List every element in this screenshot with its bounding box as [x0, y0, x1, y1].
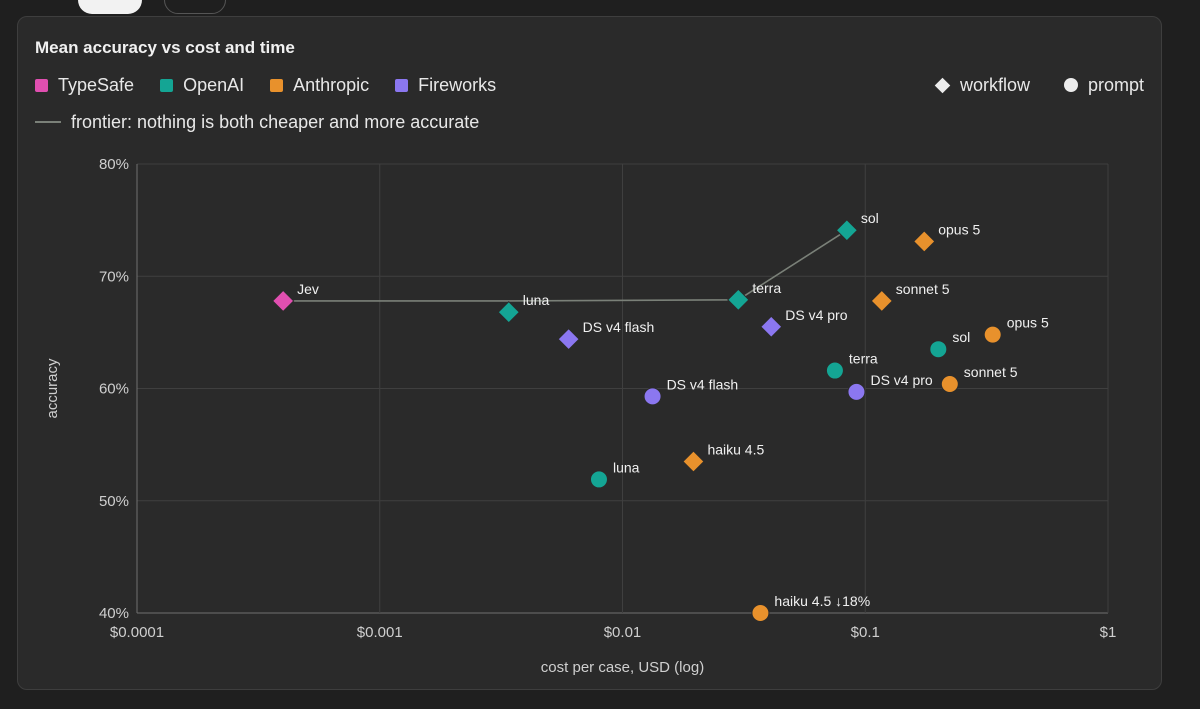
diamond-marker: [557, 327, 580, 351]
shape-legend: workflow prompt: [934, 74, 1144, 96]
point-label: opus 5: [938, 221, 980, 237]
data-point-ds-v4-flash-diamond: DS v4 flash: [557, 319, 655, 351]
frontier-legend: frontier: nothing is both cheaper and mo…: [35, 111, 479, 133]
legend-item-fireworks: Fireworks: [395, 75, 496, 96]
data-point-sol-diamond: sol: [835, 210, 879, 242]
frontier-line: [283, 229, 848, 302]
y-tick-label: 50%: [99, 493, 129, 510]
data-point-jev-diamond: Jev: [271, 281, 319, 313]
legend-swatch-typesafe: [35, 78, 48, 92]
point-label: DS v4 pro: [785, 307, 847, 323]
point-label: haiku 4.5 ↓18%: [774, 593, 870, 609]
legend-item-prompt: prompt: [1063, 74, 1144, 96]
diamond-marker: [870, 289, 894, 313]
legend-item-openai: OpenAI: [160, 75, 244, 96]
data-point-ds-v4-flash-circle: DS v4 flash: [643, 376, 739, 406]
data-point-opus-5-diamond: opus 5: [913, 221, 980, 253]
data-point-opus-5-circle: opus 5: [983, 315, 1049, 344]
data-point-sonnet-5-circle: sonnet 5: [940, 364, 1018, 394]
point-label: haiku 4.5: [707, 441, 764, 457]
legend-label-typesafe: TypeSafe: [58, 74, 135, 95]
y-tick-label: 40%: [99, 605, 129, 622]
legend-label-openai: OpenAI: [183, 74, 245, 95]
circle-marker: [643, 387, 662, 406]
data-point-haiku-4-5-diamond: haiku 4.5: [682, 441, 764, 473]
data-point-luna-diamond: luna: [497, 292, 550, 324]
legend-swatch-anthropic: [270, 78, 284, 92]
data-point-sol-circle: sol: [929, 329, 970, 359]
circle-marker: [929, 340, 948, 359]
x-tick-label: $0.0001: [110, 624, 164, 641]
legend-item-typesafe: TypeSafe: [35, 75, 134, 96]
y-axis-title: accuracy: [44, 358, 61, 419]
circle-marker: [940, 375, 959, 394]
diamond-marker: [727, 288, 750, 312]
diamond-marker: [682, 450, 705, 473]
diamond-marker: [913, 230, 936, 253]
point-label: Jev: [297, 281, 319, 297]
point-label: sol: [952, 329, 970, 345]
legend-label-workflow: workflow: [959, 74, 1030, 95]
frontier-layer: [283, 229, 848, 302]
data-point-ds-v4-pro-diamond: DS v4 pro: [760, 307, 848, 338]
legend-label-fireworks: Fireworks: [418, 74, 497, 95]
point-label: DS v4 flash: [583, 319, 655, 335]
provider-legend: TypeSafe OpenAI Anthropic Fireworks: [35, 74, 522, 96]
point-label: sonnet 5: [964, 364, 1018, 380]
chart-card: [17, 16, 1162, 690]
legend-item-workflow: workflow: [934, 74, 1030, 96]
x-tick-label: $1: [1100, 624, 1117, 641]
point-label: luna: [523, 292, 550, 308]
diamond-marker: [835, 219, 859, 242]
y-tick-label: 70%: [99, 268, 129, 285]
point-label: sonnet 5: [896, 281, 950, 297]
frontier-legend-label: frontier: nothing is both cheaper and mo…: [71, 111, 480, 132]
legend-item-anthropic: Anthropic: [270, 75, 369, 96]
chart-title: Mean accuracy vs cost and time: [35, 38, 295, 57]
data-point-haiku-4-5-18-circle: haiku 4.5 ↓18%: [751, 593, 870, 622]
point-label: DS v4 pro: [870, 372, 932, 388]
data-point-sonnet-5-diamond: sonnet 5: [870, 281, 950, 313]
circle-icon: [1063, 78, 1078, 92]
legend-swatch-fireworks: [395, 78, 409, 92]
tab-active[interactable]: [78, 0, 142, 14]
point-label: DS v4 flash: [667, 376, 739, 392]
legend-label-anthropic: Anthropic: [293, 74, 370, 95]
y-tick-label: 80%: [99, 156, 129, 173]
circle-marker: [751, 604, 770, 622]
legend-label-prompt: prompt: [1087, 74, 1144, 95]
x-axis-title: cost per case, USD (log): [541, 659, 704, 676]
data-point-terra-diamond: terra: [727, 280, 781, 312]
data-point-luna-circle: luna: [589, 459, 640, 489]
circle-marker: [825, 361, 844, 380]
point-label: terra: [849, 351, 878, 367]
circle-marker: [589, 470, 608, 489]
diamond-marker: [497, 300, 520, 324]
point-label: terra: [752, 280, 781, 296]
x-tick-label: $0.001: [357, 624, 403, 641]
x-tick-label: $0.1: [851, 624, 880, 641]
legend-swatch-openai: [160, 78, 174, 92]
axes-layer: 40% 50% 60% 70% 80% $0.0001 $0.001 $0.01 $0.1 $1 c…: [44, 156, 1116, 676]
data-point-terra-circle: terra: [825, 351, 878, 380]
circle-marker: [983, 325, 1002, 344]
point-label: opus 5: [1007, 315, 1049, 331]
diamond-marker: [271, 289, 295, 313]
diamond-marker: [760, 315, 783, 338]
point-label: sol: [861, 210, 879, 226]
point-label: luna: [613, 459, 640, 475]
circle-marker: [847, 382, 866, 401]
frontier-line-icon: [35, 121, 61, 123]
y-tick-label: 60%: [99, 381, 129, 398]
data-point-ds-v4-pro-circle: DS v4 pro: [847, 372, 933, 401]
x-tick-label: $0.01: [604, 624, 642, 641]
